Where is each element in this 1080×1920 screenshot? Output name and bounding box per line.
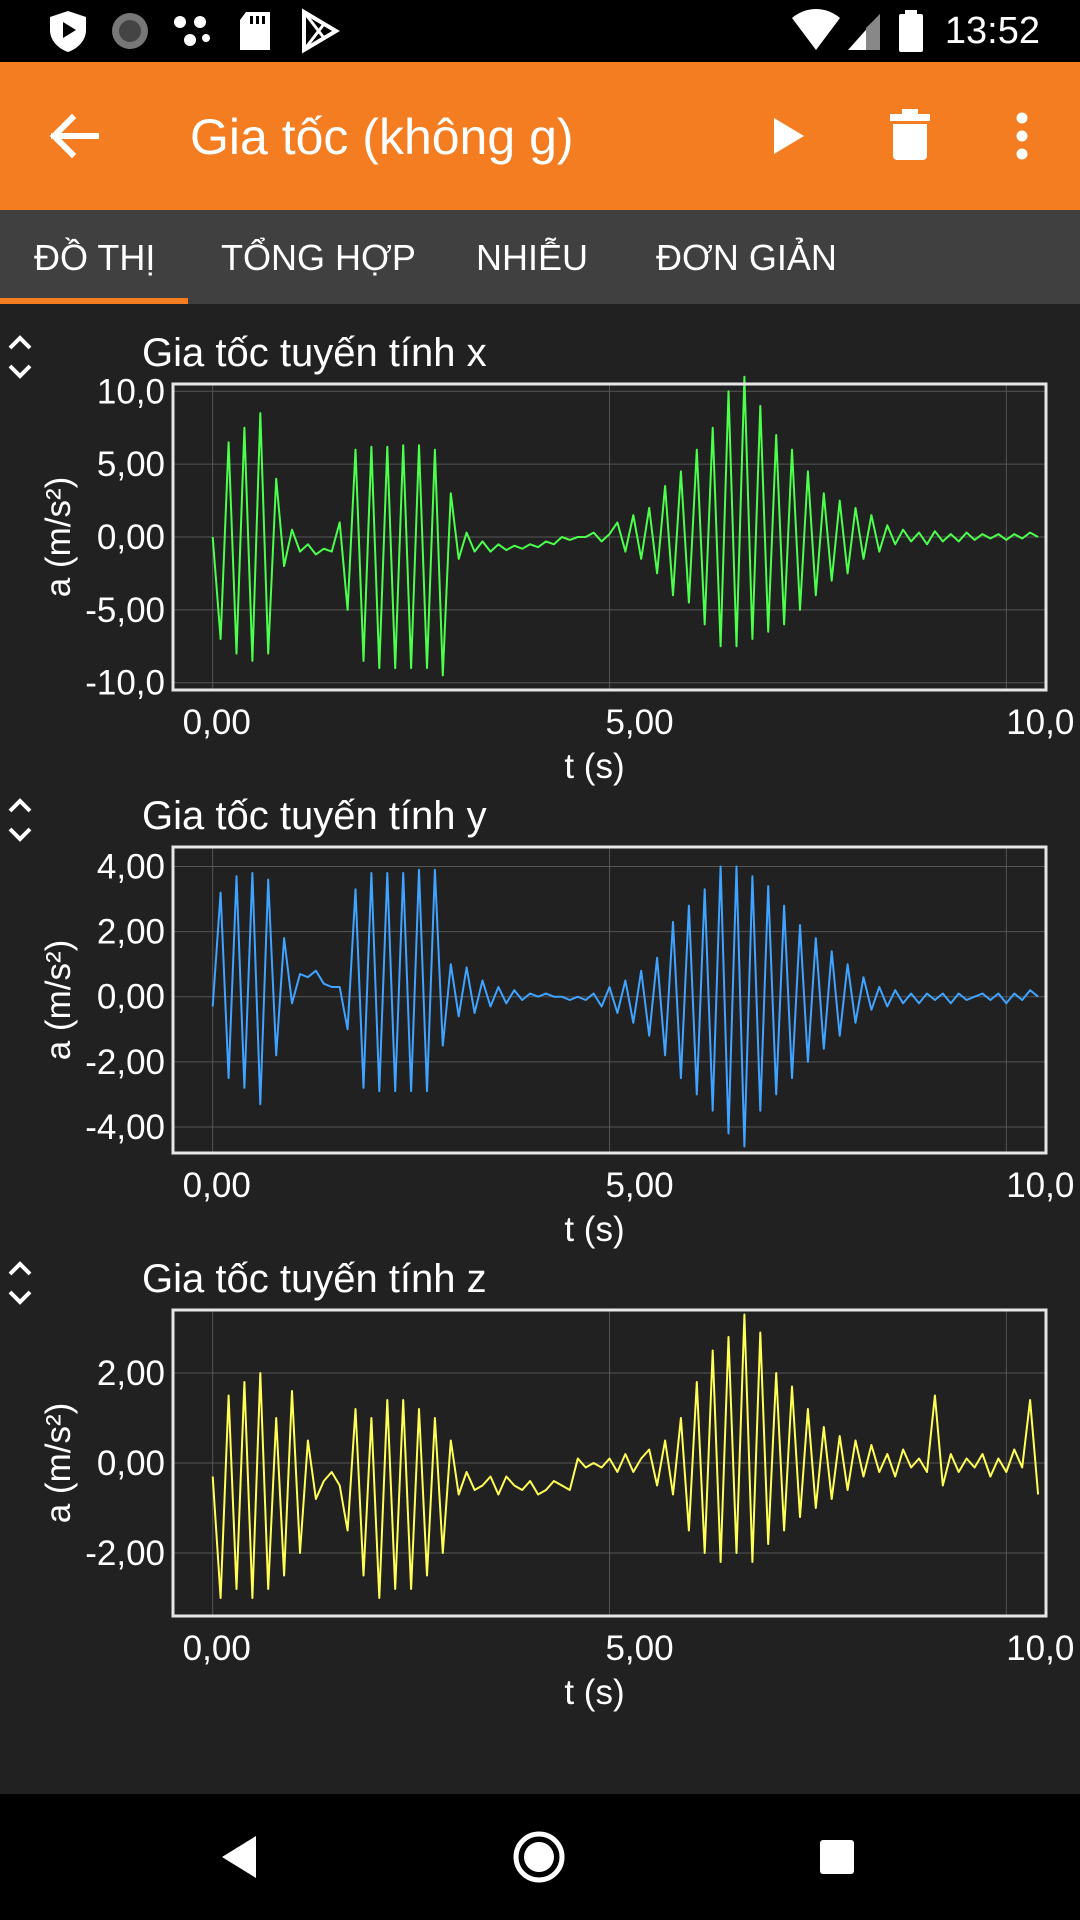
x-tick-label: 0,00 [183, 703, 251, 742]
dots-icon [174, 16, 210, 46]
series-line [211, 375, 1039, 677]
plot-title: Gia tốc tuyến tính z [142, 1257, 487, 1301]
triangle-back-icon[interactable] [208, 1824, 274, 1890]
chart-x[interactable]: 10,0 5,00 0,00 -5,00 -10,0 0,00 5,00 10,0 t (s) a… [0, 330, 1080, 790]
sd-card-icon [240, 12, 270, 50]
y-tick-label: -4,00 [85, 1108, 165, 1147]
x-tick-label: 10,0 [1006, 1166, 1074, 1205]
tab-summary[interactable]: TỔNG HỢP [221, 237, 416, 278]
y-tick-label: -2,00 [85, 1534, 165, 1573]
x-tick-label: 10,0 [1006, 1629, 1074, 1668]
plot-frame [171, 845, 1048, 1155]
x-axis-label: t (s) [564, 1673, 624, 1712]
plot-frame [171, 1308, 1048, 1618]
series-line [211, 865, 1039, 1148]
circle-home-icon[interactable] [506, 1824, 572, 1890]
series-line [211, 1313, 1040, 1599]
tab-noise[interactable]: NHIỄU [476, 237, 589, 278]
y-tick-label: -5,00 [85, 591, 165, 630]
chart-y[interactable]: 4,00 2,00 0,00 -2,00 -4,00 0,00 5,00 10,0 t (s) a… [0, 793, 1080, 1253]
tab-bar: ĐỒ THỊ TỔNG HỢP NHIỄU ĐƠN GIẢN [0, 210, 1080, 304]
y-tick-label: 0,00 [97, 1444, 165, 1483]
plot-y: Gia tốc tuyến tính y 4,00 2,00 0,00 -2,00 -4… [0, 793, 1080, 1253]
y-tick-label: 10,0 [97, 372, 165, 411]
status-clock: 13:52 [944, 10, 1040, 52]
back-arrow-icon[interactable] [34, 96, 114, 176]
x-tick-label: 10,0 [1006, 703, 1074, 742]
plot-title: Gia tốc tuyến tính x [142, 331, 487, 375]
y-axis-label: a (m/s²) [39, 477, 78, 598]
expand-collapse-icon[interactable] [0, 330, 40, 384]
y-axis-label: a (m/s²) [39, 940, 78, 1061]
chart-z[interactable]: 2,00 0,00 -2,00 0,00 5,00 10,0 t (s) a (m/s²) [0, 1256, 1080, 1716]
plot-x: Gia tốc tuyến tính x 10,0 5,00 0,00 -5,00 -1… [0, 330, 1080, 790]
tab-selected-indicator [0, 298, 188, 304]
y-tick-label: 0,00 [97, 978, 165, 1017]
x-tick-label: 0,00 [183, 1166, 251, 1205]
play-store-icon [302, 8, 340, 54]
y-tick-label: 5,00 [97, 445, 165, 484]
y-tick-label: 4,00 [97, 848, 165, 887]
sync-icon [112, 13, 148, 49]
y-tick-label: -2,00 [85, 1043, 165, 1082]
square-recents-icon[interactable] [804, 1824, 870, 1890]
navigation-bar [0, 1794, 1080, 1920]
app-toolbar: Gia tốc (không g) [0, 62, 1080, 210]
y-tick-label: 2,00 [97, 913, 165, 952]
shield-icon [50, 11, 86, 52]
x-tick-label: 0,00 [183, 1629, 251, 1668]
battery-icon [899, 10, 923, 52]
y-tick-label: 0,00 [97, 518, 165, 557]
tab-graph[interactable]: ĐỒ THỊ [34, 237, 156, 278]
x-axis-label: t (s) [564, 747, 624, 786]
plot-title: Gia tốc tuyến tính y [142, 794, 487, 838]
x-tick-label: 5,00 [605, 1166, 673, 1205]
x-tick-label: 5,00 [605, 703, 673, 742]
expand-collapse-icon[interactable] [0, 793, 40, 847]
y-tick-label: 2,00 [97, 1354, 165, 1393]
play-icon[interactable] [746, 96, 826, 176]
more-vert-icon[interactable] [982, 96, 1062, 176]
status-bar: 13:52 [0, 0, 1080, 62]
y-tick-label: -10,0 [85, 664, 165, 703]
y-axis-label: a (m/s²) [39, 1403, 78, 1524]
x-axis-label: t (s) [564, 1210, 624, 1249]
page-title: Gia tốc (không g) [190, 109, 574, 165]
cellular-signal-icon [848, 14, 880, 50]
plot-z: Gia tốc tuyến tính z 2,00 0,00 -2,00 0,00 5,… [0, 1256, 1080, 1716]
plot-frame [171, 382, 1048, 692]
x-tick-label: 5,00 [605, 1629, 673, 1668]
trash-icon[interactable] [870, 96, 950, 176]
expand-collapse-icon[interactable] [0, 1256, 40, 1310]
wifi-icon [792, 9, 840, 50]
tab-simple[interactable]: ĐƠN GIẢN [656, 237, 837, 278]
